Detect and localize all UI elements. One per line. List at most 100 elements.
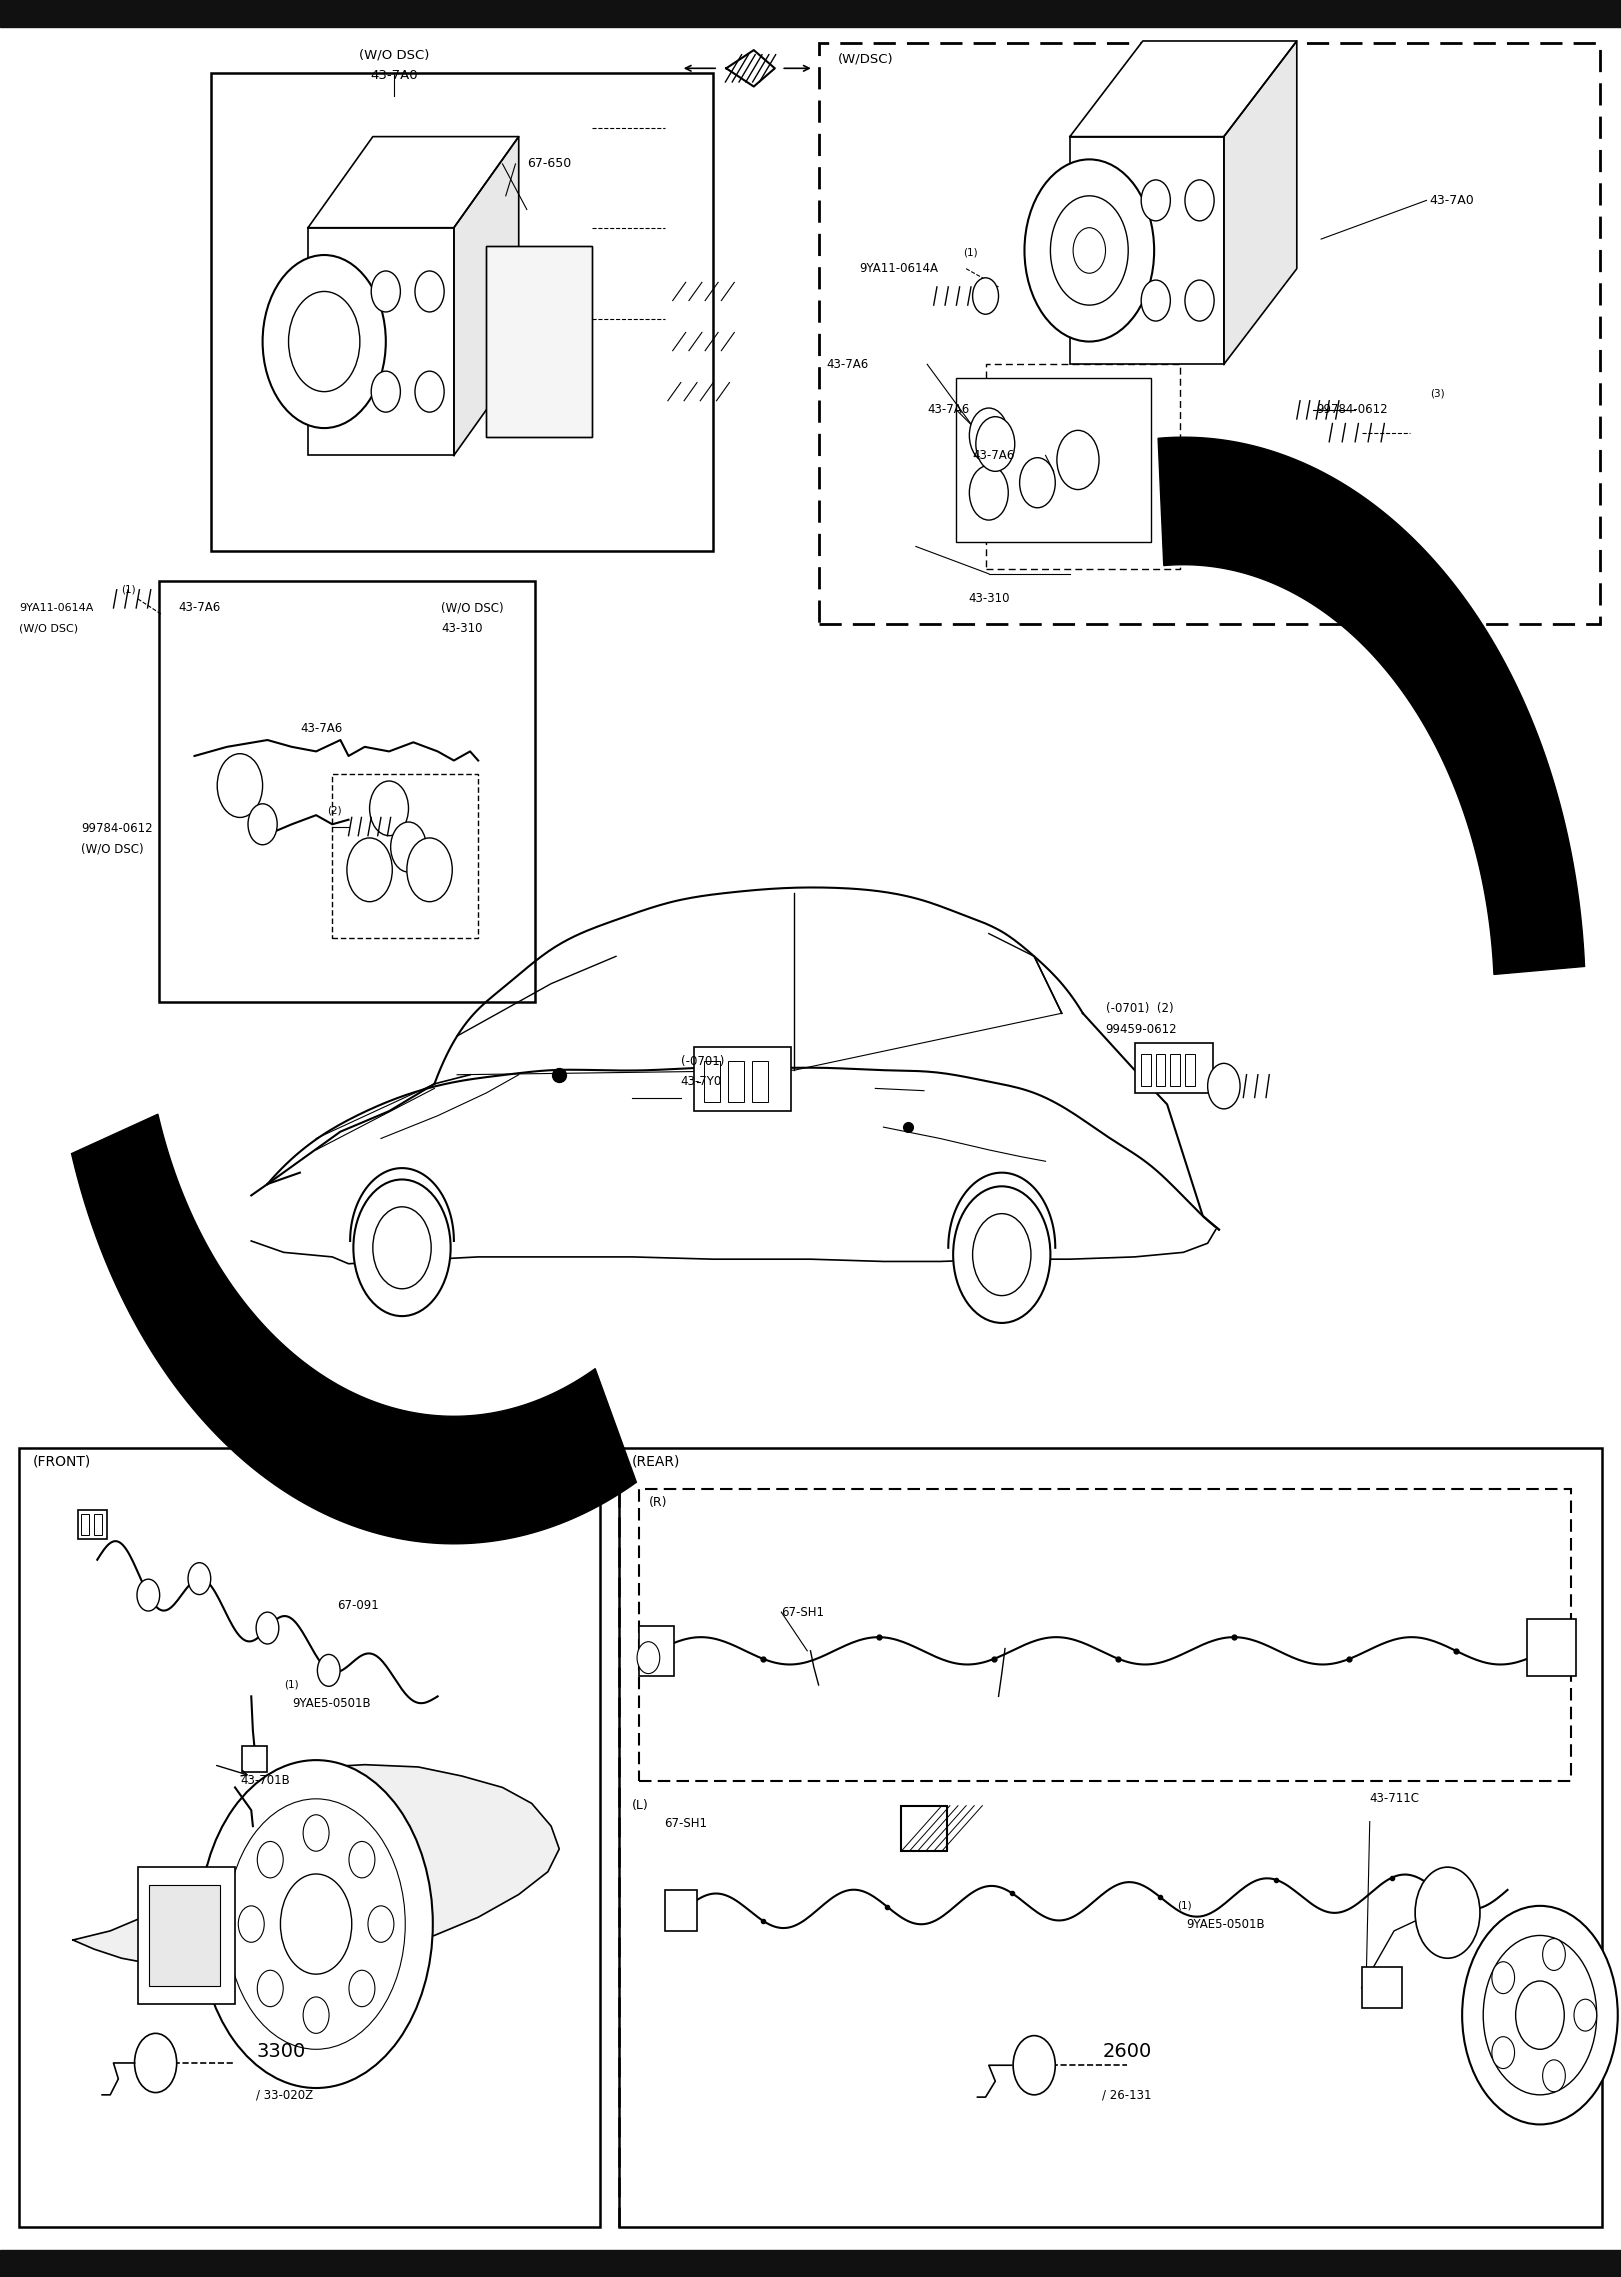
Circle shape — [973, 278, 999, 314]
Circle shape — [1491, 2036, 1514, 2068]
Text: (L): (L) — [632, 1799, 648, 1812]
Text: 43-7A6: 43-7A6 — [178, 601, 220, 615]
Text: / 26-131: / 26-131 — [1102, 2088, 1153, 2102]
Bar — [78, 1510, 107, 1539]
Text: (1): (1) — [284, 1680, 298, 1690]
Text: 43-711C: 43-711C — [1370, 1792, 1420, 1806]
Bar — [956, 378, 1151, 542]
Bar — [81, 1514, 89, 1535]
Text: 43-7A0: 43-7A0 — [1430, 194, 1475, 207]
Circle shape — [1483, 1935, 1597, 2095]
Circle shape — [969, 408, 1008, 462]
Text: (1): (1) — [963, 248, 977, 257]
Bar — [1141, 1054, 1151, 1086]
Polygon shape — [726, 50, 775, 87]
Circle shape — [1415, 1867, 1480, 1958]
Text: 67-650: 67-650 — [527, 157, 571, 171]
Text: 67-091: 67-091 — [337, 1598, 379, 1612]
Bar — [1135, 1043, 1213, 1093]
Circle shape — [248, 804, 277, 845]
Bar — [486, 246, 592, 437]
Text: (-0701): (-0701) — [681, 1054, 725, 1068]
Bar — [1170, 1054, 1180, 1086]
Bar — [752, 1061, 768, 1102]
Circle shape — [136, 1580, 159, 1612]
Circle shape — [349, 1842, 374, 1879]
Circle shape — [1141, 280, 1170, 321]
Text: 9YAE5-0501B: 9YAE5-0501B — [292, 1696, 371, 1710]
Circle shape — [415, 271, 444, 312]
Circle shape — [303, 1997, 329, 2033]
Circle shape — [373, 1207, 431, 1289]
Bar — [1362, 1967, 1402, 2008]
Bar — [619, 1448, 1602, 2227]
Text: (W/O DSC): (W/O DSC) — [19, 624, 78, 633]
Bar — [728, 1061, 744, 1102]
Circle shape — [1516, 1981, 1564, 2049]
Circle shape — [280, 1874, 352, 1974]
Circle shape — [258, 1970, 284, 2006]
Bar — [149, 1885, 220, 1986]
Circle shape — [289, 291, 360, 392]
Text: (1): (1) — [1177, 1901, 1191, 1910]
Circle shape — [953, 1186, 1050, 1323]
Circle shape — [258, 1842, 284, 1879]
Circle shape — [188, 1562, 211, 1594]
Bar — [211, 73, 713, 551]
Bar — [19, 1448, 600, 2227]
Circle shape — [199, 1760, 433, 2088]
Circle shape — [969, 465, 1008, 519]
Text: (W/DSC): (W/DSC) — [838, 52, 893, 66]
Circle shape — [973, 1214, 1031, 1296]
Circle shape — [217, 754, 263, 817]
Bar — [94, 1514, 102, 1535]
Circle shape — [1013, 2036, 1055, 2095]
Text: (W/O DSC): (W/O DSC) — [81, 842, 144, 856]
Circle shape — [1050, 196, 1128, 305]
Bar — [694, 1047, 791, 1111]
Circle shape — [1020, 458, 1055, 508]
Circle shape — [368, 1906, 394, 1942]
Circle shape — [637, 1642, 660, 1674]
Circle shape — [1574, 1999, 1597, 2031]
Text: 99784-0612: 99784-0612 — [81, 822, 152, 836]
Bar — [0, 0, 1621, 27]
Polygon shape — [454, 137, 519, 455]
Bar — [639, 1626, 674, 1676]
Text: 9YA11-0614A: 9YA11-0614A — [859, 262, 939, 276]
Text: 43-7A6: 43-7A6 — [827, 357, 869, 371]
Circle shape — [1208, 1063, 1240, 1109]
Text: (W/O DSC): (W/O DSC) — [441, 601, 504, 615]
Polygon shape — [71, 1113, 637, 1544]
Bar — [665, 1890, 697, 1931]
Text: 43-7A6: 43-7A6 — [973, 449, 1015, 462]
Bar — [308, 228, 454, 455]
Circle shape — [1462, 1906, 1618, 2124]
Circle shape — [256, 1612, 279, 1644]
Text: 99459-0612: 99459-0612 — [1106, 1022, 1177, 1036]
Text: 43-7A6: 43-7A6 — [927, 403, 969, 417]
Bar — [986, 364, 1180, 569]
Bar — [1156, 1054, 1165, 1086]
Text: 67-SH1: 67-SH1 — [665, 1817, 708, 1831]
Circle shape — [1491, 1963, 1514, 1995]
Circle shape — [1024, 159, 1154, 342]
Circle shape — [371, 371, 400, 412]
Polygon shape — [1224, 41, 1297, 364]
Polygon shape — [73, 1765, 559, 1963]
Polygon shape — [1070, 41, 1297, 137]
Circle shape — [227, 1799, 405, 2049]
Text: (-0701)  (2): (-0701) (2) — [1106, 1002, 1174, 1016]
Bar — [138, 1867, 235, 2004]
Text: 43-7A6: 43-7A6 — [300, 722, 342, 735]
Text: (3): (3) — [1430, 389, 1444, 398]
Text: (1): (1) — [122, 585, 136, 594]
Bar — [332, 774, 478, 938]
Bar — [639, 1489, 1571, 1781]
Circle shape — [1185, 280, 1214, 321]
Text: 9YAE5-0501B: 9YAE5-0501B — [1187, 1917, 1266, 1931]
Text: 9YA11-0614A: 9YA11-0614A — [19, 603, 94, 613]
Text: 43-310: 43-310 — [441, 622, 483, 635]
Circle shape — [1057, 430, 1099, 490]
Circle shape — [1543, 1938, 1566, 1970]
